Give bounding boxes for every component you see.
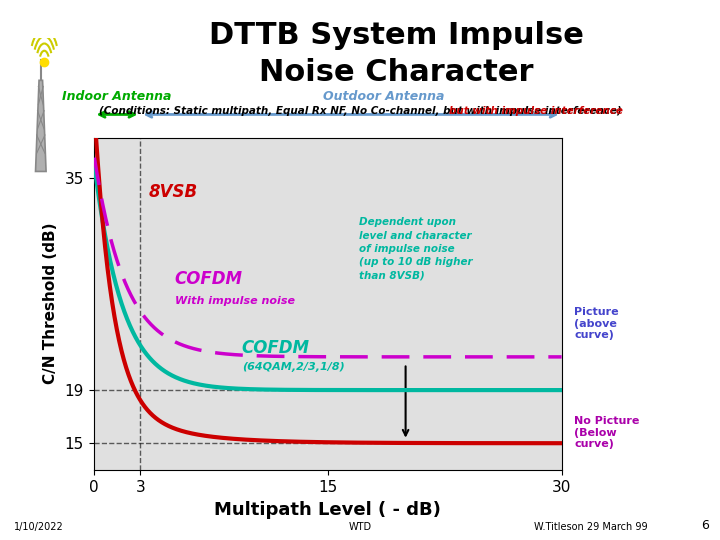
Text: Noise Character: Noise Character bbox=[258, 58, 534, 87]
Text: (Conditions: Static multipath, Equal Rx NF, No Co-channel, but with impulse inte: (Conditions: Static multipath, Equal Rx … bbox=[99, 106, 621, 116]
Text: Indoor Antenna: Indoor Antenna bbox=[63, 90, 171, 103]
Text: W.Titleson 29 March 99: W.Titleson 29 March 99 bbox=[534, 522, 648, 532]
Text: 6: 6 bbox=[701, 519, 709, 532]
Text: Outdoor Antenna: Outdoor Antenna bbox=[323, 90, 444, 103]
Text: Dependent upon
level and character
of impulse noise
(up to 10 dB higher
than 8VS: Dependent upon level and character of im… bbox=[359, 218, 472, 280]
Text: COFDM: COFDM bbox=[242, 339, 310, 357]
Text: With impulse noise: With impulse noise bbox=[175, 296, 294, 306]
Polygon shape bbox=[35, 80, 46, 172]
Text: 8VSB: 8VSB bbox=[148, 184, 197, 201]
Text: but with impulse interference: but with impulse interference bbox=[449, 106, 623, 116]
Text: No Picture
(Below
curve): No Picture (Below curve) bbox=[574, 416, 639, 449]
Text: DTTB System Impulse: DTTB System Impulse bbox=[209, 21, 583, 50]
Text: WTD: WTD bbox=[348, 522, 372, 532]
Text: (64QAM,2/3,1/8): (64QAM,2/3,1/8) bbox=[242, 362, 345, 372]
Text: 1/10/2022: 1/10/2022 bbox=[14, 522, 64, 532]
Text: Picture
(above
curve): Picture (above curve) bbox=[574, 307, 618, 340]
Text: COFDM: COFDM bbox=[175, 270, 243, 288]
X-axis label: Multipath Level ( - dB): Multipath Level ( - dB) bbox=[214, 502, 441, 519]
Y-axis label: C/N Threshold (dB): C/N Threshold (dB) bbox=[42, 223, 58, 384]
